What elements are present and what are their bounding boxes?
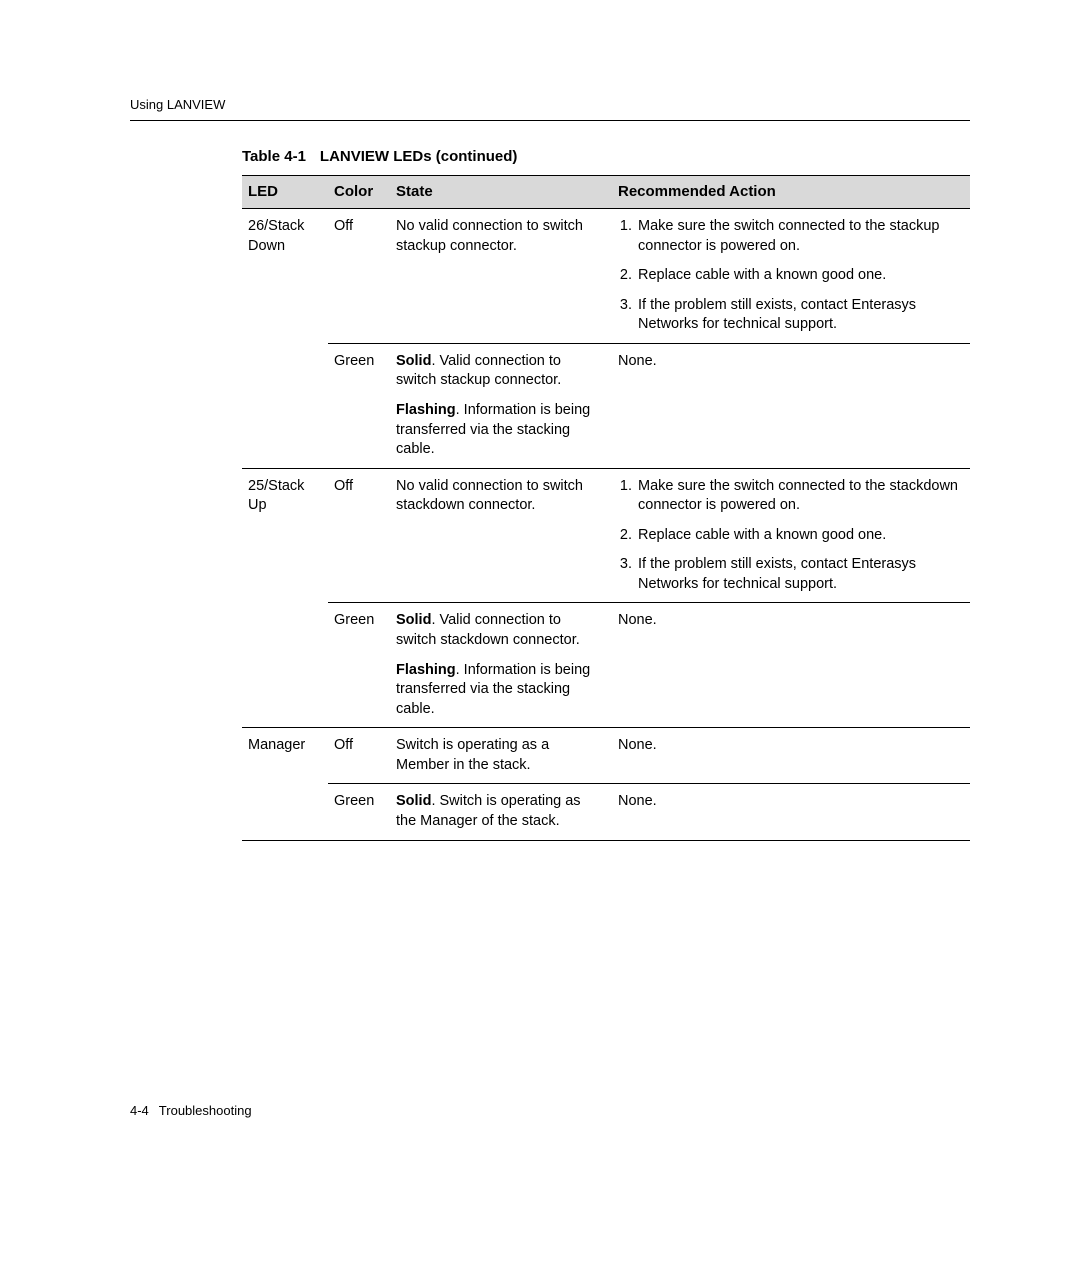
- state-paragraph: Solid. Switch is operating as the Manage…: [396, 792, 602, 831]
- cell-led: Manager: [242, 728, 328, 784]
- table-caption: Table 4-1 LANVIEW LEDs (continued): [242, 147, 970, 167]
- table-row: 26/Stack DownOffNo valid connection to s…: [242, 209, 970, 344]
- cell-led: [242, 343, 328, 468]
- cell-state: Solid. Valid connection to switch stacku…: [390, 343, 612, 468]
- cell-led: [242, 784, 328, 840]
- cell-led: 25/Stack Up: [242, 468, 328, 603]
- state-paragraph: Flashing. Information is being transferr…: [396, 401, 602, 460]
- action-list-item: If the problem still exists, contact Ent…: [636, 296, 960, 335]
- cell-state: No valid connection to switch stackup co…: [390, 209, 612, 344]
- cell-action: None.: [612, 603, 970, 728]
- action-list-item: Make sure the switch connected to the st…: [636, 477, 960, 516]
- cell-color: Green: [328, 784, 390, 840]
- cell-color: Off: [328, 209, 390, 344]
- cell-action: None.: [612, 343, 970, 468]
- action-list: Make sure the switch connected to the st…: [618, 477, 960, 595]
- table-row: 25/Stack UpOffNo valid connection to swi…: [242, 468, 970, 603]
- cell-led: [242, 603, 328, 728]
- action-list-item: Make sure the switch connected to the st…: [636, 217, 960, 256]
- table-row: ManagerOffSwitch is operating as a Membe…: [242, 728, 970, 784]
- state-bold: Flashing: [396, 402, 456, 418]
- state-bold: Solid: [396, 353, 431, 369]
- col-header-led: LED: [242, 175, 328, 208]
- state-paragraph: Flashing. Information is being transferr…: [396, 661, 602, 720]
- table-body: 26/Stack DownOffNo valid connection to s…: [242, 209, 970, 841]
- cell-action: Make sure the switch connected to the st…: [612, 468, 970, 603]
- table-row: GreenSolid. Valid connection to switch s…: [242, 343, 970, 468]
- cell-color: Off: [328, 728, 390, 784]
- page-number: 4-4: [130, 1103, 149, 1118]
- cell-color: Green: [328, 603, 390, 728]
- running-header: Using LANVIEW: [130, 96, 970, 121]
- page: Using LANVIEW Table 4-1 LANVIEW LEDs (con…: [0, 0, 1080, 1270]
- cell-state: Solid. Valid connection to switch stackd…: [390, 603, 612, 728]
- state-bold: Solid: [396, 612, 431, 628]
- content-area: Table 4-1 LANVIEW LEDs (continued) LED Co…: [242, 147, 970, 841]
- cell-color: Off: [328, 468, 390, 603]
- cell-state: Solid. Switch is operating as the Manage…: [390, 784, 612, 840]
- cell-action: None.: [612, 784, 970, 840]
- col-header-action: Recommended Action: [612, 175, 970, 208]
- col-header-color: Color: [328, 175, 390, 208]
- state-bold: Flashing: [396, 662, 456, 678]
- cell-state: No valid connection to switch stackdown …: [390, 468, 612, 603]
- cell-state: Switch is operating as a Member in the s…: [390, 728, 612, 784]
- cell-action: None.: [612, 728, 970, 784]
- table-number: Table 4-1: [242, 148, 306, 165]
- state-paragraph: Solid. Valid connection to switch stacku…: [396, 352, 602, 391]
- cell-action: Make sure the switch connected to the st…: [612, 209, 970, 344]
- table-title: LANVIEW LEDs (continued): [320, 148, 518, 165]
- action-list-item: Replace cable with a known good one.: [636, 266, 960, 286]
- chapter-name: Troubleshooting: [159, 1103, 252, 1118]
- page-footer: 4-4 Troubleshooting: [130, 1102, 252, 1120]
- state-paragraph: Solid. Valid connection to switch stackd…: [396, 611, 602, 650]
- action-list-item: Replace cable with a known good one.: [636, 526, 960, 546]
- cell-led: 26/Stack Down: [242, 209, 328, 344]
- col-header-state: State: [390, 175, 612, 208]
- table-row: GreenSolid. Switch is operating as the M…: [242, 784, 970, 840]
- table-header-row: LED Color State Recommended Action: [242, 175, 970, 208]
- lanview-leds-table: LED Color State Recommended Action 26/St…: [242, 175, 970, 841]
- cell-color: Green: [328, 343, 390, 468]
- action-list: Make sure the switch connected to the st…: [618, 217, 960, 335]
- action-list-item: If the problem still exists, contact Ent…: [636, 555, 960, 594]
- table-row: GreenSolid. Valid connection to switch s…: [242, 603, 970, 728]
- state-bold: Solid: [396, 793, 431, 809]
